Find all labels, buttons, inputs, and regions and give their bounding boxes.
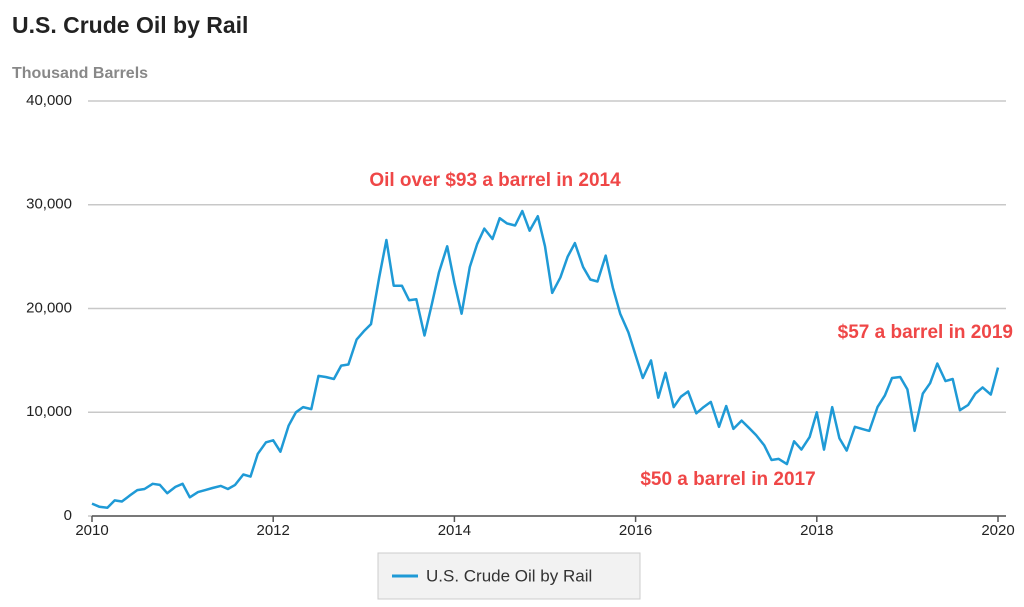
- y-tick-label: 0: [64, 507, 72, 524]
- annotation: $57 a barrel in 2019: [838, 322, 1013, 343]
- chart-title: U.S. Crude Oil by Rail: [12, 12, 248, 38]
- x-tick-label: 2012: [257, 522, 290, 539]
- y-tick-label: 10,000: [26, 403, 72, 420]
- legend: [377, 552, 641, 600]
- chart-subtitle: Thousand Barrels: [12, 65, 148, 82]
- x-tick-label: 2018: [800, 522, 833, 539]
- legend-label: U.S. Crude Oil by Rail: [426, 566, 592, 585]
- series-line: [91, 209, 1000, 509]
- annotation: Oil over $93 a barrel in 2014: [369, 170, 621, 191]
- x-tick-label: 2020: [981, 522, 1014, 539]
- x-tick-label: 2016: [619, 522, 652, 539]
- y-tick-label: 30,000: [26, 196, 72, 213]
- annotation: $50 a barrel in 2017: [640, 469, 815, 490]
- y-tick-label: 40,000: [26, 92, 72, 109]
- x-tick-label: 2014: [438, 522, 471, 539]
- y-tick-label: 20,000: [26, 299, 72, 316]
- x-tick-label: 2010: [75, 522, 108, 539]
